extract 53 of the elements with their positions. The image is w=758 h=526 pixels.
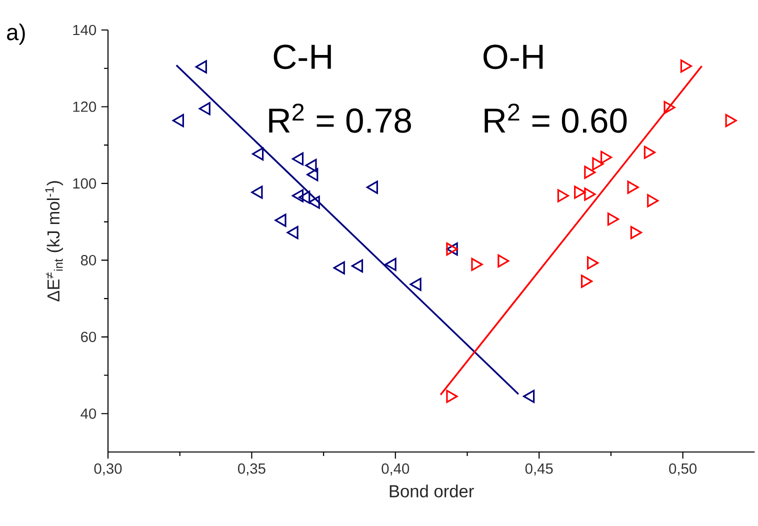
point xyxy=(292,152,304,166)
y-tick-label: 40 xyxy=(80,408,96,419)
point xyxy=(584,188,596,201)
point xyxy=(252,147,264,160)
point xyxy=(351,259,364,273)
annotation: O-H xyxy=(484,44,543,70)
point xyxy=(308,196,320,209)
point xyxy=(557,189,569,202)
x-tick-label: 0,30 xyxy=(94,463,122,476)
point xyxy=(680,59,692,73)
x-tick-label: 0,40 xyxy=(382,463,410,476)
point xyxy=(498,254,510,268)
point xyxy=(725,114,737,128)
point xyxy=(292,189,304,202)
y-tick-label: 60 xyxy=(81,332,96,342)
point xyxy=(333,261,345,274)
point xyxy=(198,102,210,116)
point xyxy=(584,166,596,179)
x-tick-label: 0,35 xyxy=(238,463,266,476)
text: a) xyxy=(7,24,25,45)
annotation: R$^{2}$ = 0.60 xyxy=(484,104,627,133)
point xyxy=(607,212,620,226)
point xyxy=(306,168,318,182)
point xyxy=(630,226,642,240)
annotation: C-H xyxy=(274,44,331,70)
point xyxy=(172,114,184,128)
point xyxy=(384,258,396,271)
point xyxy=(366,180,378,194)
point xyxy=(600,150,612,164)
point xyxy=(644,146,656,159)
point xyxy=(305,158,317,172)
point xyxy=(286,226,298,240)
y-tick-label: 120 xyxy=(73,102,96,112)
x-tick-label: 0,45 xyxy=(525,463,553,476)
point xyxy=(298,190,310,204)
point xyxy=(586,256,599,270)
y-tick-label: 100 xyxy=(73,178,96,189)
point xyxy=(580,274,593,288)
point xyxy=(274,214,286,227)
point xyxy=(574,186,586,199)
y-axis-title: ΔE$^{≠}$$_{int}$ (kJ mol$^{-1}$) xyxy=(45,181,64,302)
x-axis-title: Bond order xyxy=(390,484,474,498)
y-tick-label: 140 xyxy=(73,24,96,36)
point xyxy=(592,157,604,170)
point xyxy=(195,60,207,74)
point xyxy=(251,186,263,199)
point xyxy=(410,278,422,291)
point xyxy=(627,180,639,194)
point xyxy=(647,194,659,208)
point xyxy=(664,100,676,114)
annotation: R$^{2}$ = 0.78 xyxy=(269,104,411,133)
x-tick-label: 0,50 xyxy=(669,463,696,476)
y-tick-label: 80 xyxy=(80,255,96,266)
